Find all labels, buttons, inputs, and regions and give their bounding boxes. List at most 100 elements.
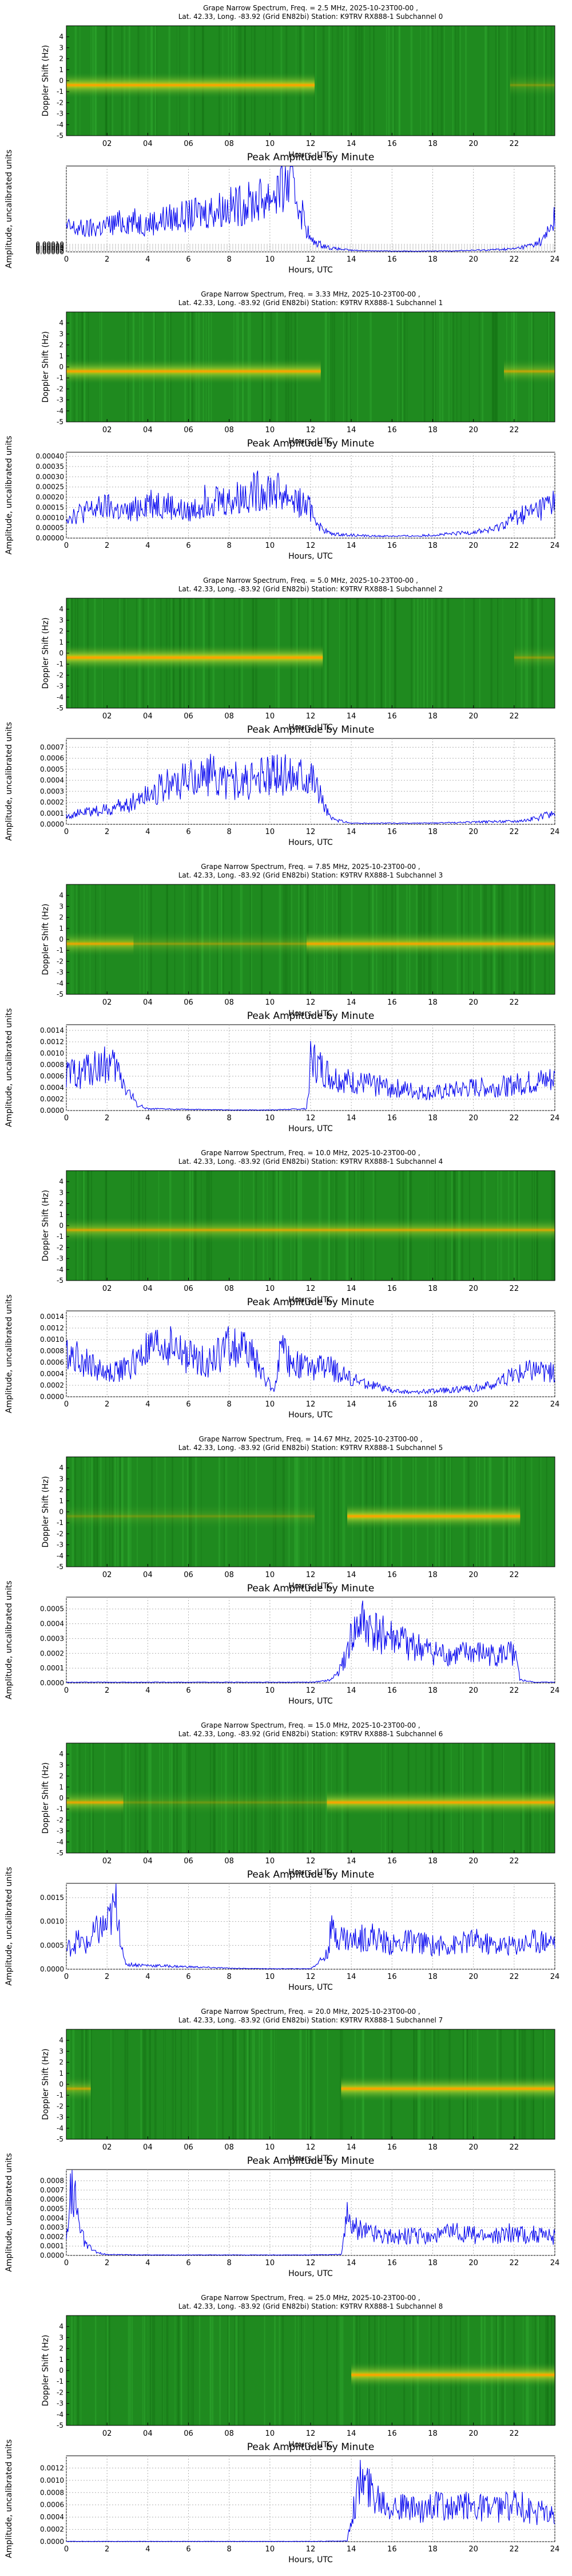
spectrum-title-line2: Lat. 42.33, Long. -83.92 (Grid EN82bi) S…	[178, 13, 443, 21]
amplitude-x-tick-label: 24	[550, 2259, 560, 2267]
amplitude-x-tick-label: 6	[186, 2545, 190, 2554]
spectrum-y-tick-label: -4	[57, 2411, 63, 2419]
spectrum-x-tick-label: 10	[265, 998, 275, 1007]
spectrum-striation	[274, 2029, 277, 2139]
spectrum-striation	[437, 26, 438, 136]
spectrum-x-tick-label: 14	[347, 2429, 356, 2438]
amplitude-x-tick-label: 22	[510, 2545, 519, 2554]
spectrum-striation	[460, 312, 462, 422]
spectrum-striation	[431, 598, 433, 708]
spectrum-y-tick-label: -2	[57, 385, 63, 393]
spectrum-striation	[432, 312, 434, 422]
spectrum-striation	[238, 2316, 240, 2425]
spectrum-striation	[355, 26, 357, 136]
spectrum-striation	[130, 2316, 132, 2425]
spectrum-x-tick-label: 08	[224, 2143, 234, 2152]
spectrum-striation	[279, 2316, 281, 2425]
spectrum-striation	[498, 26, 500, 136]
spectrum-y-tick-label: 4	[59, 319, 63, 327]
spectrum-y-tick-label: -1	[57, 1805, 63, 1813]
amplitude-y-axis-label: Amplitude, uncalibrated units	[5, 722, 14, 841]
amplitude-x-tick-label: 2	[105, 1400, 109, 1409]
spectrum-x-tick-label: 22	[510, 2429, 519, 2438]
spectrum-striation	[152, 2316, 154, 2425]
spectrum-x-tick-label: 16	[387, 1571, 397, 1579]
amplitude-y-tick-label: 0.0006	[40, 2501, 64, 2509]
spectrum-striation	[164, 2029, 165, 2139]
spectrum-striation	[341, 2316, 344, 2425]
amplitude-y-tick-label: 0.0002	[40, 1095, 64, 1103]
spectrum-striation	[392, 26, 395, 136]
spectrum-striation	[488, 26, 490, 136]
spectrum-title-line1: Grape Narrow Spectrum, Freq. = 25.0 MHz,…	[201, 2294, 420, 2302]
amplitude-title: Peak Amplitude by Minute	[247, 152, 375, 163]
spectrum-striation	[364, 26, 366, 136]
spectrum-x-tick-label: 04	[143, 426, 153, 434]
spectrum-striation	[346, 312, 347, 422]
amplitude-y-axis-label: Amplitude, uncalibrated units	[5, 2439, 14, 2558]
spectrum-y-tick-label: -5	[57, 990, 63, 998]
amplitude-x-tick-label: 18	[428, 828, 438, 836]
spectrum-striation	[389, 598, 391, 708]
spectrum-striation	[490, 598, 492, 708]
amplitude-x-tick-label: 2	[105, 2545, 109, 2554]
amplitude-x-tick-label: 22	[510, 828, 519, 836]
spectrum-y-tick-label: 2	[59, 341, 63, 349]
spectrum-y-axis-label: Doppler Shift (Hz)	[41, 1190, 50, 1262]
spectrum-striation	[142, 2029, 145, 2139]
spectrum-striation	[356, 598, 359, 708]
spectrum-striation	[166, 2316, 169, 2425]
spectrum-striation	[209, 2316, 212, 2425]
spectrum-y-tick-label: -2	[57, 1816, 63, 1824]
spectrum-striation	[280, 2316, 281, 2425]
spectrum-y-tick-label: 4	[59, 2036, 63, 2044]
amplitude-y-tick-label: 0.0002	[40, 799, 64, 807]
spectrum-striation	[343, 312, 344, 422]
spectrum-x-axis-label: Hours, UTC	[288, 1009, 333, 1018]
spectrum-striation	[463, 598, 465, 708]
amplitude-x-tick-label: 16	[387, 255, 397, 264]
amplitude-x-tick-label: 24	[550, 1973, 560, 1981]
amplitude-y-tick-label: 0.0008	[40, 1347, 64, 1355]
spectrum-striation	[393, 26, 395, 136]
spectrum-x-axis-label: Hours, UTC	[288, 151, 333, 160]
amplitude-x-tick-label: 14	[347, 255, 356, 264]
amplitude-y-axis-label: Amplitude, uncalibrated units	[5, 2153, 14, 2272]
amplitude-x-tick-label: 22	[510, 542, 519, 550]
spectrum-x-tick-label: 02	[102, 712, 112, 721]
spectrum-x-tick-label: 14	[347, 2143, 356, 2152]
spectrum-striation	[333, 312, 335, 422]
spectrum-striation	[341, 26, 343, 136]
spectrum-y-tick-label: -4	[57, 693, 63, 701]
spectrum-striation	[442, 312, 444, 422]
spectrum-striation	[423, 312, 426, 422]
amplitude-y-tick-label: 0.0001	[40, 2242, 64, 2250]
amplitude-x-tick-label: 18	[428, 255, 438, 264]
spectrum-y-tick-label: 0	[59, 2366, 63, 2374]
spectrum-y-tick-label: 2	[59, 1200, 63, 1208]
spectrum-striation	[300, 2316, 302, 2425]
spectrum-striation	[94, 2316, 97, 2425]
spectrum-y-tick-label: 2	[59, 55, 63, 63]
spectrum-striation	[336, 2316, 337, 2425]
amplitude-x-tick-label: 12	[306, 1686, 316, 1695]
spectrum-y-tick-label: 0	[59, 649, 63, 657]
spectrum-striation	[399, 26, 401, 136]
amplitude-x-tick-label: 8	[227, 1686, 232, 1695]
spectrum-striation	[360, 26, 363, 136]
spectrum-striation	[485, 26, 487, 136]
spectrum-striation	[339, 2316, 342, 2425]
spectrum-y-tick-label: -4	[57, 2124, 63, 2132]
amplitude-trace	[66, 2170, 555, 2256]
spectrum-striation	[402, 312, 404, 422]
spectrum-striation	[190, 2316, 193, 2425]
amplitude-y-tick-label: 0.0001	[40, 809, 64, 817]
amplitude-x-tick-label: 0	[64, 1973, 69, 1981]
amplitude-x-tick-label: 4	[145, 1686, 150, 1695]
spectrum-striation	[494, 312, 496, 422]
spectrum-y-tick-label: -5	[57, 132, 63, 140]
spectrum-striation	[243, 2316, 245, 2425]
spectrum-x-tick-label: 08	[224, 1285, 234, 1293]
